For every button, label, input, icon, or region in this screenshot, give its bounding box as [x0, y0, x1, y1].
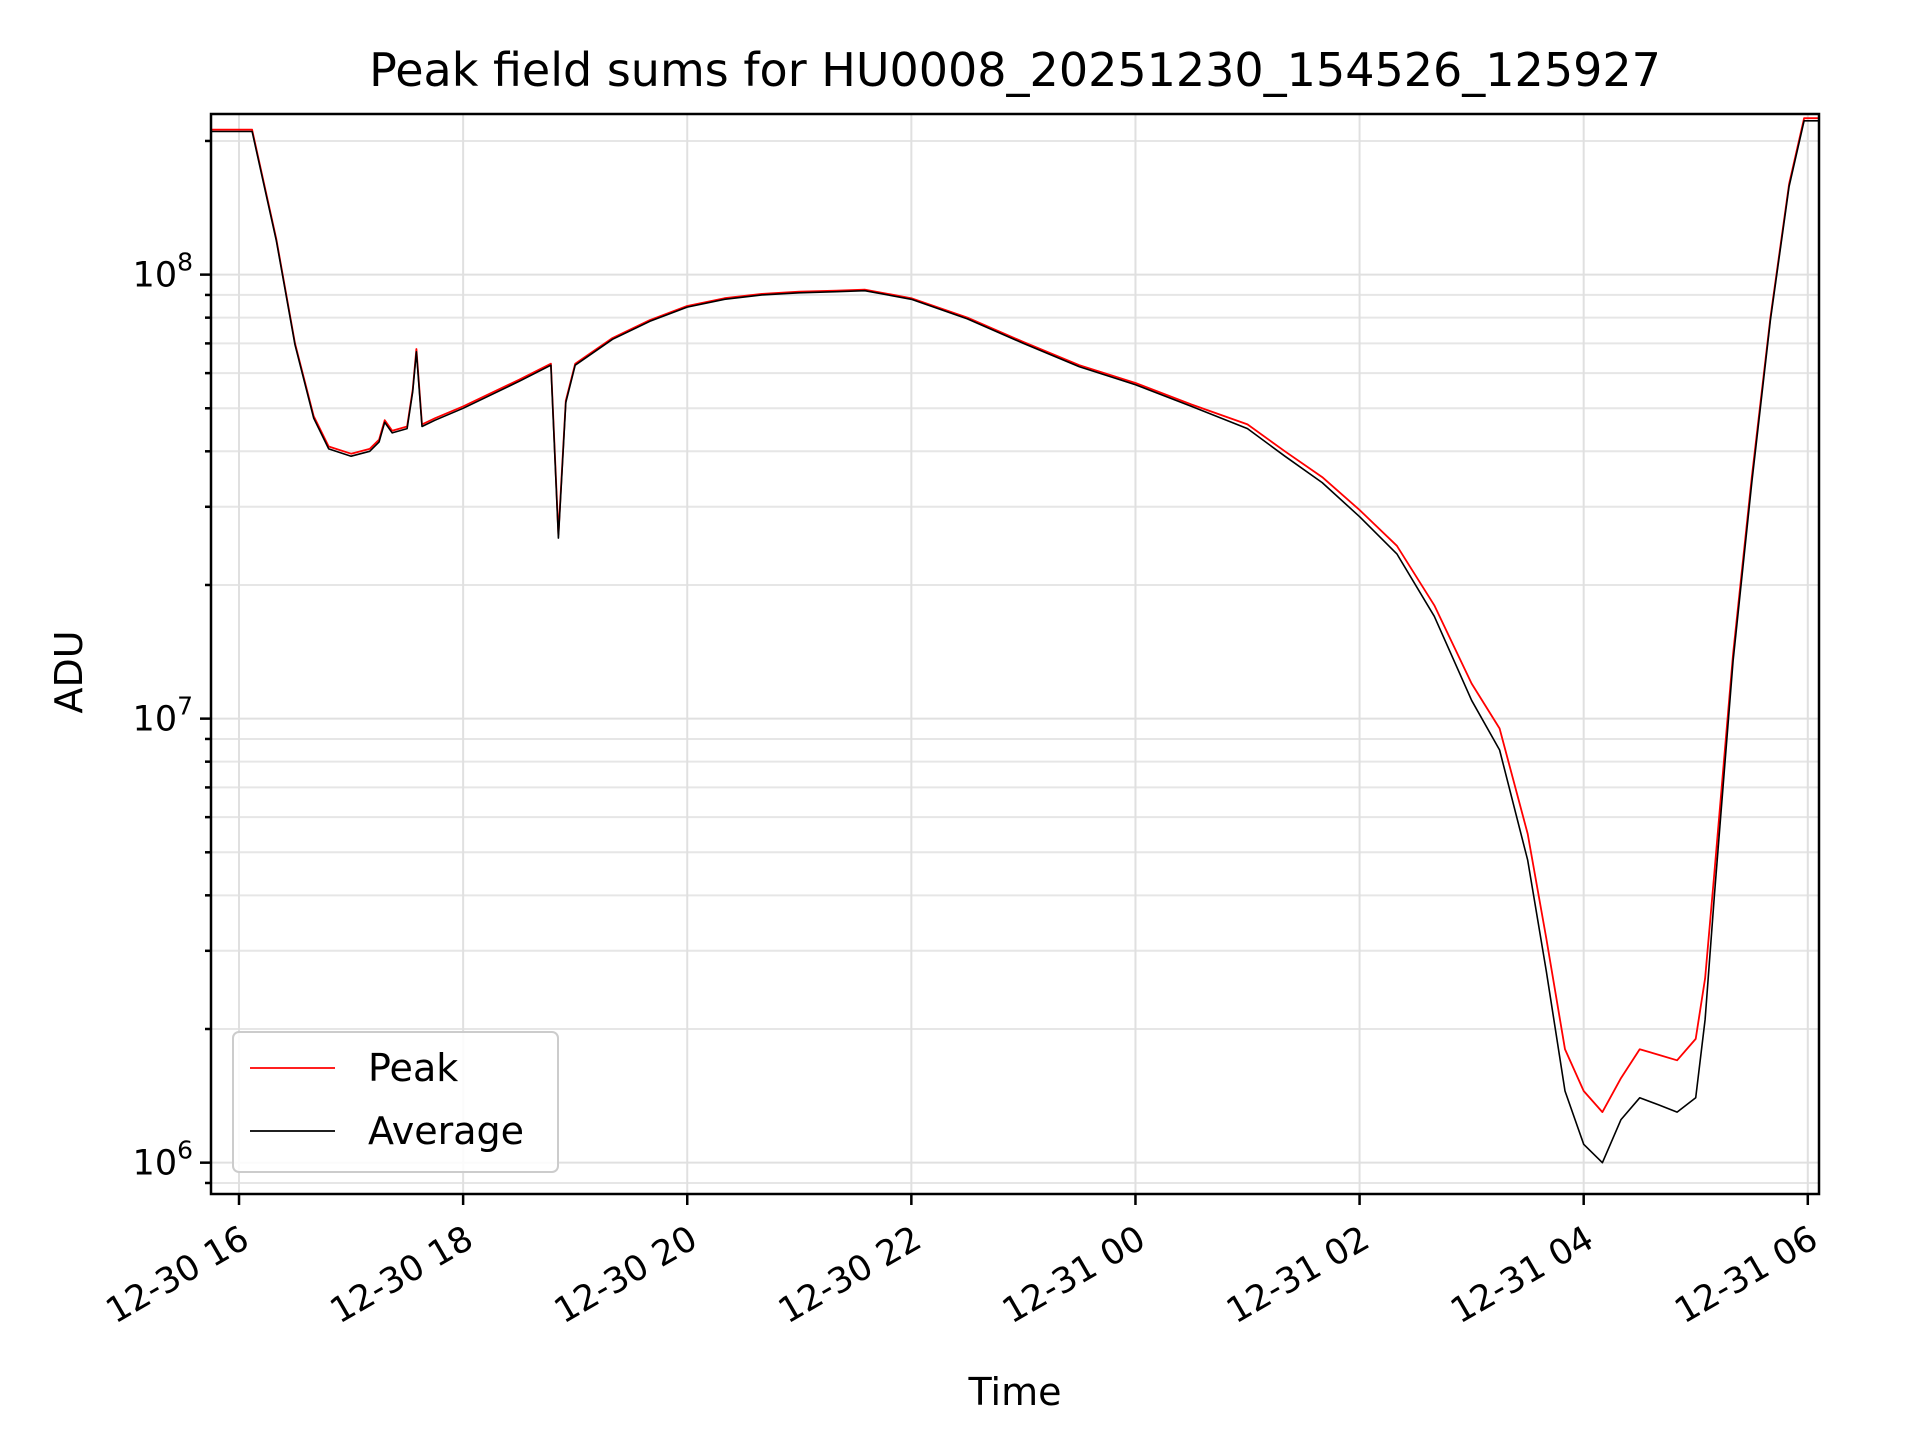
- series-line-average: [211, 120, 1819, 1164]
- x-axis-label: Time: [968, 1370, 1062, 1414]
- y-tick-base: 10: [133, 1144, 178, 1184]
- y-tick-base: 10: [133, 256, 178, 296]
- y-tick-label: 106: [133, 1136, 193, 1184]
- chart-title: Peak field sums for HU0008_20251230_1545…: [369, 43, 1661, 97]
- legend-box: [232, 1031, 559, 1173]
- series-line-peak: [211, 117, 1819, 1113]
- y-tick-label: 108: [133, 248, 193, 296]
- y-tick-exponent: 6: [177, 1136, 193, 1165]
- y-tick-exponent: 7: [177, 692, 193, 721]
- y-tick-exponent: 8: [177, 248, 193, 277]
- y-tick-label: 107: [133, 692, 193, 740]
- plot-frame: [209, 112, 1821, 1196]
- legend-label-peak: Peak: [368, 1046, 458, 1090]
- series-lines: [211, 117, 1819, 1164]
- y-tick-base: 10: [133, 700, 178, 740]
- grid: [211, 114, 1819, 1194]
- y-axis-label: ADU: [47, 630, 91, 713]
- legend-label-average: Average: [368, 1109, 524, 1153]
- legend: Peak Average: [232, 1031, 559, 1173]
